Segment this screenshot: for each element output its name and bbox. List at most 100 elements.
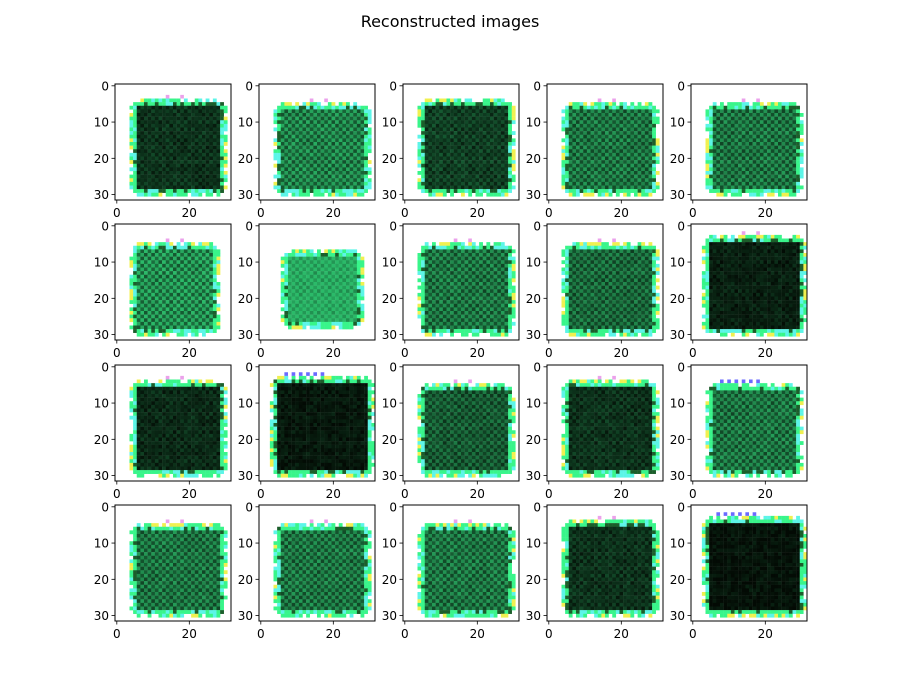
pixel xyxy=(572,192,577,197)
pixel xyxy=(169,167,174,172)
pixel xyxy=(187,271,192,275)
pixel xyxy=(500,102,505,106)
pixel xyxy=(147,300,152,304)
pixel xyxy=(353,311,358,315)
pixel xyxy=(497,285,502,290)
pixel xyxy=(637,152,642,157)
pixel xyxy=(479,152,483,157)
pixel xyxy=(712,120,717,125)
pixel xyxy=(205,120,210,125)
pixel xyxy=(450,171,454,175)
pixel xyxy=(194,249,199,254)
pixel xyxy=(335,314,339,319)
pixel xyxy=(716,105,721,110)
pixel xyxy=(508,263,512,268)
pixel xyxy=(576,192,580,197)
pixel xyxy=(324,285,329,290)
pixel xyxy=(338,325,343,330)
pixel xyxy=(183,123,188,128)
pixel xyxy=(288,131,292,135)
pixel xyxy=(493,174,498,179)
pixel xyxy=(216,303,221,308)
pixel xyxy=(464,127,469,132)
pixel xyxy=(453,249,458,254)
pixel xyxy=(298,260,303,265)
pixel xyxy=(162,120,166,125)
pixel xyxy=(309,249,314,254)
pixel xyxy=(151,120,156,125)
pixel xyxy=(353,160,358,164)
pixel xyxy=(511,167,516,172)
pixel xyxy=(162,163,166,168)
pixel xyxy=(497,160,502,164)
pixel xyxy=(191,242,195,246)
pixel xyxy=(346,181,350,186)
pixel xyxy=(151,113,156,117)
pixel xyxy=(136,178,141,183)
pixel xyxy=(169,245,174,250)
pixel xyxy=(792,113,797,117)
pixel xyxy=(597,131,602,135)
pixel xyxy=(572,156,577,161)
pixel xyxy=(180,289,185,294)
pixel xyxy=(147,174,152,179)
pixel xyxy=(493,152,498,157)
pixel xyxy=(727,181,732,186)
pixel xyxy=(586,163,591,168)
pixel xyxy=(583,113,588,117)
pixel xyxy=(752,174,757,179)
pixel xyxy=(490,285,494,290)
pixel xyxy=(741,189,746,193)
pixel xyxy=(317,192,321,197)
pixel xyxy=(579,102,584,106)
pixel xyxy=(421,282,425,286)
pixel xyxy=(324,185,329,190)
pixel xyxy=(205,127,210,132)
pixel xyxy=(734,145,739,150)
pixel xyxy=(191,282,195,286)
pixel xyxy=(280,113,285,117)
pixel xyxy=(641,127,646,132)
pixel xyxy=(158,127,163,132)
pixel xyxy=(486,245,491,250)
pixel xyxy=(220,145,224,150)
pixel xyxy=(723,131,728,135)
pixel xyxy=(468,160,473,164)
pixel xyxy=(187,282,192,286)
pixel xyxy=(331,260,336,265)
pixel xyxy=(655,171,660,175)
pixel xyxy=(634,127,638,132)
pixel xyxy=(475,160,480,164)
pixel xyxy=(572,171,577,175)
pixel xyxy=(295,142,300,146)
pixel xyxy=(479,160,483,164)
pixel xyxy=(745,120,750,125)
pixel xyxy=(634,109,638,114)
pixel xyxy=(202,181,206,186)
pixel xyxy=(212,300,217,304)
pixel xyxy=(187,300,192,304)
pixel xyxy=(605,127,609,132)
pixel xyxy=(630,152,635,157)
pixel xyxy=(280,282,285,286)
pixel xyxy=(320,181,325,186)
pixel xyxy=(360,142,365,146)
pixel xyxy=(356,174,361,179)
pixel xyxy=(468,274,473,279)
pixel xyxy=(792,134,797,139)
pixel xyxy=(471,127,476,132)
pixel xyxy=(313,285,318,290)
pixel xyxy=(619,171,624,175)
pixel xyxy=(180,138,185,143)
pixel xyxy=(461,285,465,290)
pixel xyxy=(590,123,595,128)
pixel xyxy=(327,311,332,315)
pixel xyxy=(428,282,433,286)
pixel xyxy=(475,109,480,114)
pixel xyxy=(349,325,354,330)
pixel xyxy=(504,105,509,110)
pixel xyxy=(424,98,429,103)
pixel xyxy=(154,138,159,143)
pixel xyxy=(490,113,494,117)
pixel xyxy=(183,321,188,326)
